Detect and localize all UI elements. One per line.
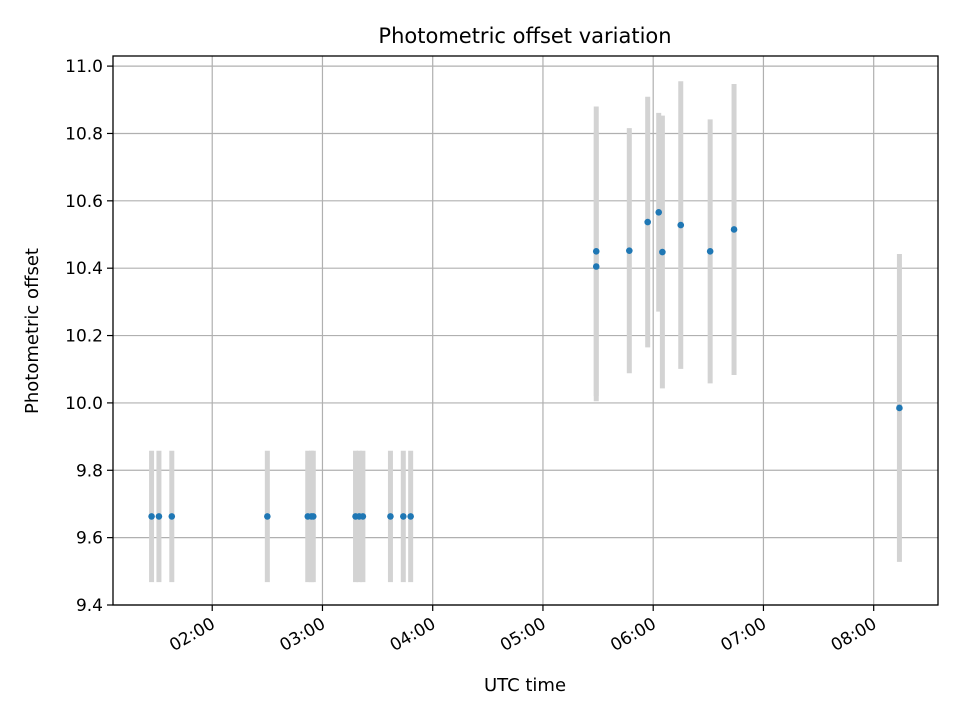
data-point: [659, 248, 666, 256]
data-point: [592, 263, 600, 270]
data-point: [309, 513, 317, 520]
chart-title: Photometric offset variation: [378, 24, 671, 48]
data-point: [706, 248, 714, 255]
data-point: [168, 513, 176, 520]
data-point: [677, 221, 685, 229]
x-axis-label: UTC time: [484, 675, 566, 696]
data-point: [359, 513, 367, 520]
plot-area: [113, 56, 938, 605]
data-point: [407, 513, 414, 520]
plot-frame: [112, 55, 939, 606]
y-axis-label: Photometric offset: [22, 248, 43, 414]
y-tick-label: 9.8: [76, 461, 103, 481]
data-point: [400, 513, 407, 520]
data-point: [626, 247, 633, 254]
data-point: [155, 513, 163, 520]
data-point: [730, 226, 738, 233]
y-tick-label: 11.0: [65, 57, 103, 77]
y-tick-label: 10.8: [65, 124, 103, 144]
data-points: [148, 208, 903, 520]
data-point: [896, 404, 903, 412]
data-point: [387, 513, 394, 520]
data-point: [655, 208, 663, 216]
y-tick-label: 10.0: [65, 394, 103, 414]
data-point: [264, 513, 271, 520]
y-tick-label: 10.4: [65, 259, 103, 279]
data-point: [644, 218, 651, 226]
y-tick-label: 10.6: [65, 192, 103, 212]
y-tick-label: 9.6: [76, 529, 103, 549]
data-point: [592, 248, 600, 255]
y-axis-ticks: 9.4 9.6 9.8 10.0 10.2 10.4 10.6 10.8 11.0: [65, 57, 113, 616]
y-tick-label: 10.2: [65, 327, 103, 347]
data-point: [148, 513, 155, 520]
y-tick-label: 9.4: [76, 596, 103, 616]
